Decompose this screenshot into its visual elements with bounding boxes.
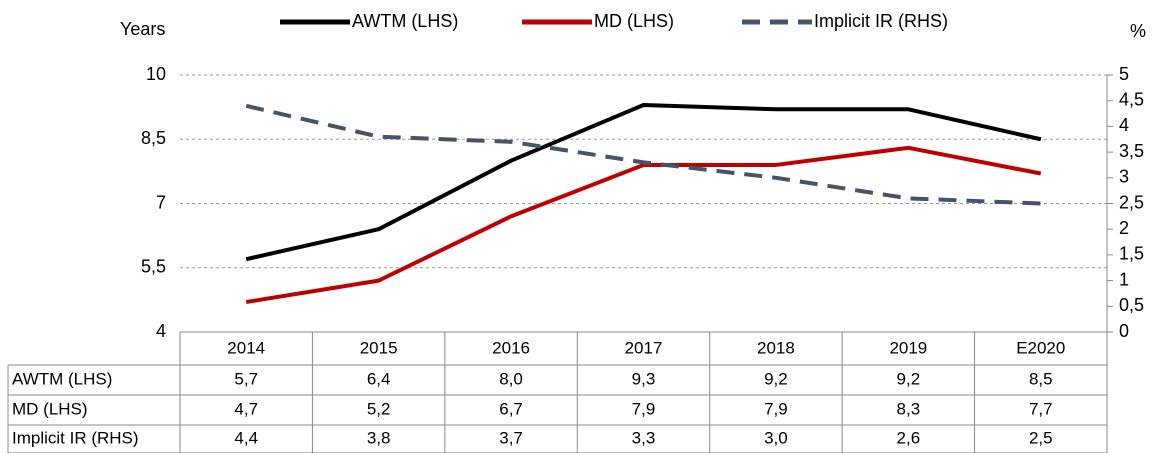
y-tick-label: 7 <box>156 192 166 212</box>
table-cell: 8,0 <box>499 369 523 388</box>
table-cell: 2,6 <box>897 428 921 447</box>
x-tick-label: 2019 <box>889 338 927 357</box>
x-tick-label: 2017 <box>625 338 663 357</box>
x-tick-label: 2018 <box>757 338 795 357</box>
table-cell: 3,3 <box>632 428 656 447</box>
table-cell: 2,5 <box>1029 428 1053 447</box>
table-cell: 5,7 <box>234 369 258 388</box>
y2-tick-label: 2 <box>1119 218 1129 238</box>
table-cell: 7,9 <box>764 399 788 418</box>
y2-axis-label: % <box>1130 21 1146 41</box>
y2-tick-label: 5 <box>1119 64 1129 84</box>
series-line <box>245 102 1042 262</box>
y-axis-label: Years <box>120 19 165 39</box>
y-tick-label: 4 <box>156 321 166 341</box>
legend-label: MD (LHS) <box>594 11 674 31</box>
legend-label: AWTM (LHS) <box>352 11 458 31</box>
y2-tick-label: 0 <box>1119 321 1129 341</box>
table-cell: 7,7 <box>1029 399 1053 418</box>
table-cell: 8,3 <box>897 399 921 418</box>
y2-tick-label: 4,5 <box>1119 89 1144 109</box>
x-tick-label: 2014 <box>227 338 265 357</box>
table-cell: 7,9 <box>632 399 656 418</box>
table-cell: 9,2 <box>764 369 788 388</box>
y-tick-label: 10 <box>146 64 166 84</box>
table-cell: 6,7 <box>499 399 523 418</box>
table-cell: 3,8 <box>367 428 391 447</box>
y2-tick-label: 1,5 <box>1119 244 1144 264</box>
table-cell: 4,4 <box>234 428 258 447</box>
y-tick-label: 8,5 <box>141 128 166 148</box>
table-cell: 6,4 <box>367 369 391 388</box>
series-line <box>245 103 1041 206</box>
table-row-label: MD (LHS) <box>12 399 88 418</box>
y2-tick-label: 1 <box>1119 269 1129 289</box>
table-row-label: AWTM (LHS) <box>12 369 112 388</box>
y2-tick-label: 4 <box>1119 115 1129 135</box>
y-tick-label: 5,5 <box>141 257 166 277</box>
table-row-label: Implicit IR (RHS) <box>12 428 139 447</box>
series-line <box>245 145 1042 304</box>
table-cell: 3,7 <box>499 428 523 447</box>
table-cell: 4,7 <box>234 399 258 418</box>
y2-tick-label: 2,5 <box>1119 192 1144 212</box>
y2-tick-label: 3 <box>1119 167 1129 187</box>
x-tick-label: 2016 <box>492 338 530 357</box>
y2-tick-label: 0,5 <box>1119 295 1144 315</box>
table-cell: 3,0 <box>764 428 788 447</box>
legend-label: Implicit IR (RHS) <box>814 11 948 31</box>
y2-tick-label: 3,5 <box>1119 141 1144 161</box>
table-cell: 9,2 <box>897 369 921 388</box>
x-tick-label: E2020 <box>1016 338 1065 357</box>
table-cell: 5,2 <box>367 399 391 418</box>
table-cell: 8,5 <box>1029 369 1053 388</box>
table-cell: 9,3 <box>632 369 656 388</box>
x-tick-label: 2015 <box>360 338 398 357</box>
